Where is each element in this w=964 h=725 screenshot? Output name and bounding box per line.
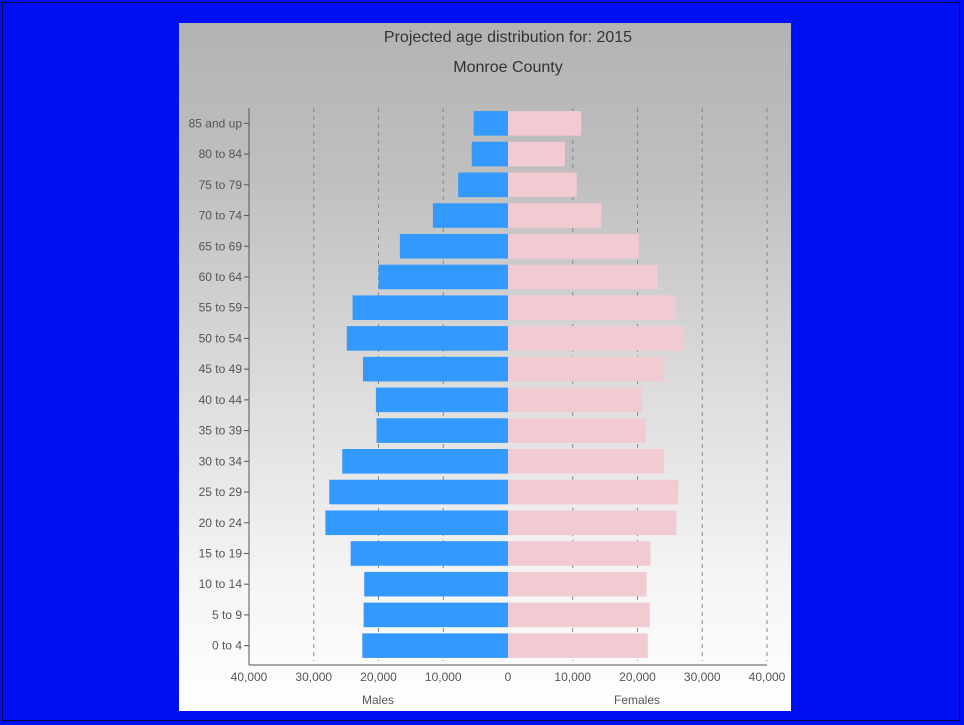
x-tick-label: 10,000 — [425, 670, 462, 684]
y-tick-label: 10 to 14 — [199, 577, 243, 591]
y-tick-label: 35 to 39 — [199, 424, 243, 438]
bar-males-15-to-19 — [350, 541, 508, 566]
y-tick-label: 75 to 79 — [199, 178, 243, 192]
population-pyramid-chart: Projected age distribution for: 2015 Mon… — [189, 29, 786, 707]
x-axis-title-males: Males — [362, 693, 394, 707]
bar-females-40-to-44 — [508, 387, 643, 413]
y-tick-label: 30 to 34 — [199, 454, 243, 468]
x-tick-label: 20,000 — [619, 670, 656, 684]
bar-females-10-to-14 — [508, 571, 647, 597]
y-tick-label: 55 to 59 — [199, 301, 243, 315]
bars — [325, 111, 685, 658]
chart-title: Projected age distribution for: 2015 — [384, 29, 632, 46]
bar-females-5-to-9 — [508, 602, 650, 628]
bar-females-85-and-up — [508, 111, 582, 136]
bar-females-65-to-69 — [508, 233, 639, 259]
bar-males-5-to-9 — [363, 602, 508, 628]
y-tick-label: 45 to 49 — [199, 362, 243, 376]
bar-females-0-to-4 — [508, 633, 648, 658]
x-tick-label: 20,000 — [360, 670, 397, 684]
bar-males-65-to-69 — [399, 233, 508, 259]
y-tick-label: 25 to 29 — [199, 485, 243, 499]
bar-females-25-to-29 — [508, 479, 679, 505]
bar-females-15-to-19 — [508, 541, 651, 566]
bar-males-50-to-54 — [346, 326, 508, 351]
bar-females-45-to-49 — [508, 356, 664, 382]
x-tick-label: 30,000 — [684, 670, 721, 684]
chart-subtitle: Monroe County — [453, 59, 562, 76]
bar-males-25-to-29 — [329, 479, 508, 505]
x-tick-label: 40,000 — [749, 670, 786, 684]
bar-males-35-to-39 — [376, 418, 508, 443]
bar-males-85-and-up — [473, 111, 508, 136]
bar-females-70-to-74 — [508, 203, 602, 228]
bar-females-35-to-39 — [508, 418, 646, 443]
y-tick-label: 5 to 9 — [212, 608, 242, 622]
bar-males-45-to-49 — [362, 356, 508, 382]
x-tick-label: 10,000 — [554, 670, 591, 684]
x-tick-label: 0 — [505, 670, 512, 684]
bar-females-30-to-34 — [508, 449, 665, 474]
y-tick-label: 85 and up — [189, 116, 243, 130]
x-axis-title-females: Females — [614, 693, 660, 707]
bar-females-60-to-64 — [508, 264, 658, 290]
bar-females-20-to-24 — [508, 510, 677, 536]
bar-males-80-to-84 — [471, 141, 508, 167]
axes — [244, 108, 767, 666]
bar-males-60-to-64 — [378, 264, 508, 290]
y-tick-label: 60 to 64 — [199, 270, 243, 284]
y-tick-label: 40 to 44 — [199, 393, 243, 407]
bar-females-75-to-79 — [508, 172, 577, 198]
bar-females-50-to-54 — [508, 326, 685, 351]
bar-males-55-to-59 — [352, 295, 508, 320]
bar-males-0-to-4 — [362, 633, 508, 658]
y-axis-labels: 0 to 4 5 to 9 10 to 14 15 to 19 20 to 24 25 t… — [189, 116, 243, 652]
bar-males-10-to-14 — [364, 571, 508, 597]
bar-females-55-to-59 — [508, 295, 676, 320]
bar-females-80-to-84 — [508, 141, 565, 167]
x-tick-label: 40,000 — [231, 670, 268, 684]
bar-males-70-to-74 — [432, 203, 508, 228]
bar-males-20-to-24 — [325, 510, 508, 536]
y-tick-label: 65 to 69 — [199, 239, 243, 253]
x-tick-label: 30,000 — [295, 670, 332, 684]
bar-males-40-to-44 — [375, 387, 508, 413]
y-tick-label: 70 to 74 — [199, 209, 243, 223]
y-tick-label: 50 to 54 — [199, 331, 243, 345]
y-tick-label: 15 to 19 — [199, 546, 243, 560]
bar-males-30-to-34 — [342, 449, 508, 474]
bar-males-75-to-79 — [458, 172, 508, 198]
y-tick-label: 0 to 4 — [212, 639, 242, 653]
x-axis-labels: 40,000 30,000 20,000 10,000 0 10,000 20,000 30,… — [231, 670, 786, 684]
chart-panel: Projected age distribution for: 2015 Mon… — [179, 23, 791, 711]
y-tick-label: 20 to 24 — [199, 516, 243, 530]
y-tick-label: 80 to 84 — [199, 147, 243, 161]
